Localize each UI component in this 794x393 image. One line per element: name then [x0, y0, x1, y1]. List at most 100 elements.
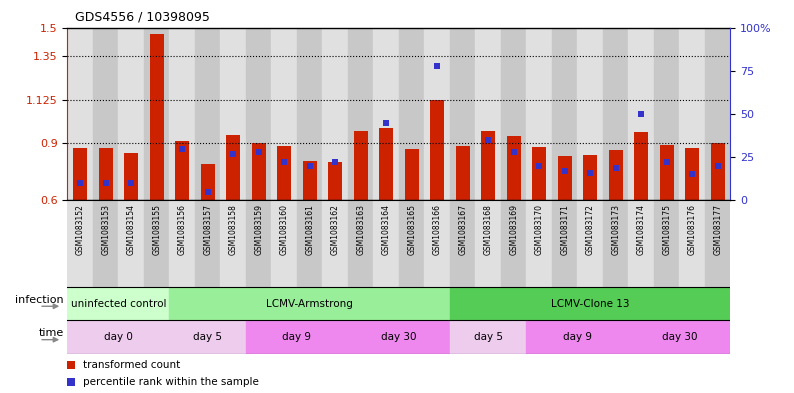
- Point: [533, 163, 545, 169]
- Text: day 5: day 5: [193, 332, 222, 342]
- Text: LCMV-Armstrong: LCMV-Armstrong: [266, 299, 353, 309]
- Bar: [660, 145, 674, 200]
- Point: [584, 170, 596, 176]
- Bar: [226, 135, 241, 200]
- Point: [558, 168, 571, 174]
- Bar: [629, 28, 654, 200]
- Bar: [98, 148, 113, 200]
- Bar: [609, 151, 622, 200]
- Bar: [425, 28, 450, 200]
- Text: GSM1083171: GSM1083171: [561, 204, 569, 255]
- Bar: [67, 28, 93, 200]
- Text: GSM1083176: GSM1083176: [688, 204, 696, 255]
- Text: percentile rank within the sample: percentile rank within the sample: [83, 377, 260, 387]
- Bar: [629, 200, 654, 287]
- Bar: [144, 200, 169, 287]
- Text: day 9: day 9: [563, 332, 592, 342]
- Bar: [456, 146, 470, 200]
- Bar: [680, 200, 705, 287]
- Text: GSM1083159: GSM1083159: [254, 204, 264, 255]
- Point: [278, 159, 291, 165]
- Text: day 9: day 9: [283, 332, 311, 342]
- Bar: [711, 143, 725, 200]
- Bar: [577, 28, 603, 200]
- Bar: [584, 155, 597, 200]
- Bar: [118, 28, 144, 200]
- Bar: [450, 287, 730, 320]
- Point: [482, 137, 495, 143]
- Bar: [680, 28, 705, 200]
- Text: GSM1083153: GSM1083153: [102, 204, 110, 255]
- Bar: [201, 164, 214, 200]
- Point: [295, 274, 308, 280]
- Bar: [67, 287, 169, 320]
- Bar: [195, 200, 221, 287]
- Text: day 30: day 30: [661, 332, 697, 342]
- Bar: [169, 287, 450, 320]
- Text: day 5: day 5: [474, 332, 503, 342]
- Bar: [272, 28, 297, 200]
- Text: GSM1083167: GSM1083167: [458, 204, 467, 255]
- Bar: [303, 161, 317, 200]
- Text: uninfected control: uninfected control: [71, 299, 166, 309]
- Text: GSM1083155: GSM1083155: [152, 204, 161, 255]
- Bar: [373, 200, 399, 287]
- Bar: [399, 200, 425, 287]
- Text: GSM1083166: GSM1083166: [433, 204, 441, 255]
- Bar: [481, 131, 495, 200]
- Bar: [272, 200, 297, 287]
- Text: GSM1083163: GSM1083163: [357, 204, 365, 255]
- Bar: [195, 28, 221, 200]
- Bar: [246, 320, 348, 354]
- Bar: [450, 200, 476, 287]
- Text: GSM1083165: GSM1083165: [407, 204, 416, 255]
- Point: [125, 180, 137, 186]
- Bar: [246, 200, 272, 287]
- Bar: [322, 28, 348, 200]
- Bar: [221, 28, 246, 200]
- Bar: [405, 149, 418, 200]
- Bar: [552, 28, 577, 200]
- Point: [99, 180, 112, 186]
- Text: GSM1083168: GSM1083168: [484, 204, 493, 255]
- Bar: [67, 200, 93, 287]
- Bar: [277, 146, 291, 200]
- Bar: [297, 28, 322, 200]
- Bar: [150, 34, 164, 200]
- Bar: [425, 200, 450, 287]
- Text: time: time: [38, 328, 64, 338]
- Bar: [322, 200, 348, 287]
- Text: GSM1083175: GSM1083175: [662, 204, 671, 255]
- Bar: [705, 200, 730, 287]
- Point: [252, 149, 265, 155]
- Text: GDS4556 / 10398095: GDS4556 / 10398095: [75, 11, 210, 24]
- Bar: [93, 200, 118, 287]
- Text: GSM1083169: GSM1083169: [509, 204, 518, 255]
- Bar: [175, 141, 189, 200]
- Point: [431, 62, 444, 69]
- Text: GSM1083157: GSM1083157: [203, 204, 212, 255]
- Bar: [430, 99, 445, 200]
- Bar: [629, 320, 730, 354]
- Text: GSM1083160: GSM1083160: [279, 204, 289, 255]
- Bar: [654, 200, 680, 287]
- Text: GSM1083152: GSM1083152: [75, 204, 85, 255]
- Bar: [476, 28, 501, 200]
- Bar: [526, 320, 629, 354]
- Bar: [507, 136, 521, 200]
- Text: GSM1083156: GSM1083156: [178, 204, 187, 255]
- Bar: [169, 320, 246, 354]
- Point: [507, 149, 520, 155]
- Point: [711, 163, 724, 169]
- Bar: [634, 132, 648, 200]
- Bar: [450, 28, 476, 200]
- Point: [227, 151, 240, 157]
- Bar: [353, 131, 368, 200]
- Text: day 0: day 0: [104, 332, 133, 342]
- Text: GSM1083174: GSM1083174: [637, 204, 646, 255]
- Bar: [348, 320, 450, 354]
- Bar: [328, 162, 342, 200]
- Point: [609, 164, 622, 171]
- Bar: [73, 148, 87, 200]
- Point: [380, 119, 392, 126]
